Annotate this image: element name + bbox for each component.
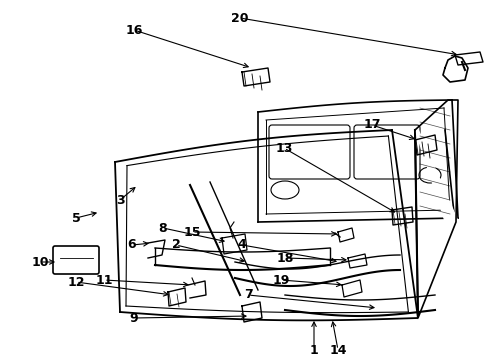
Text: 16: 16 <box>125 23 143 36</box>
Text: 10: 10 <box>31 256 49 269</box>
Text: 9: 9 <box>130 311 138 324</box>
Text: 1: 1 <box>310 343 318 356</box>
Text: 17: 17 <box>363 118 381 131</box>
Text: 6: 6 <box>128 238 136 252</box>
Text: 13: 13 <box>275 141 293 154</box>
Text: 15: 15 <box>183 225 201 238</box>
Text: 7: 7 <box>244 288 252 302</box>
Text: 4: 4 <box>238 238 246 252</box>
Text: 19: 19 <box>272 274 290 287</box>
Text: 11: 11 <box>95 274 113 287</box>
Text: 14: 14 <box>329 343 347 356</box>
Text: 12: 12 <box>67 275 85 288</box>
Text: 2: 2 <box>172 238 180 252</box>
Text: 5: 5 <box>72 211 80 225</box>
Text: 20: 20 <box>231 12 249 24</box>
Text: 18: 18 <box>276 252 294 265</box>
Text: 3: 3 <box>116 194 124 207</box>
Text: 8: 8 <box>159 221 167 234</box>
